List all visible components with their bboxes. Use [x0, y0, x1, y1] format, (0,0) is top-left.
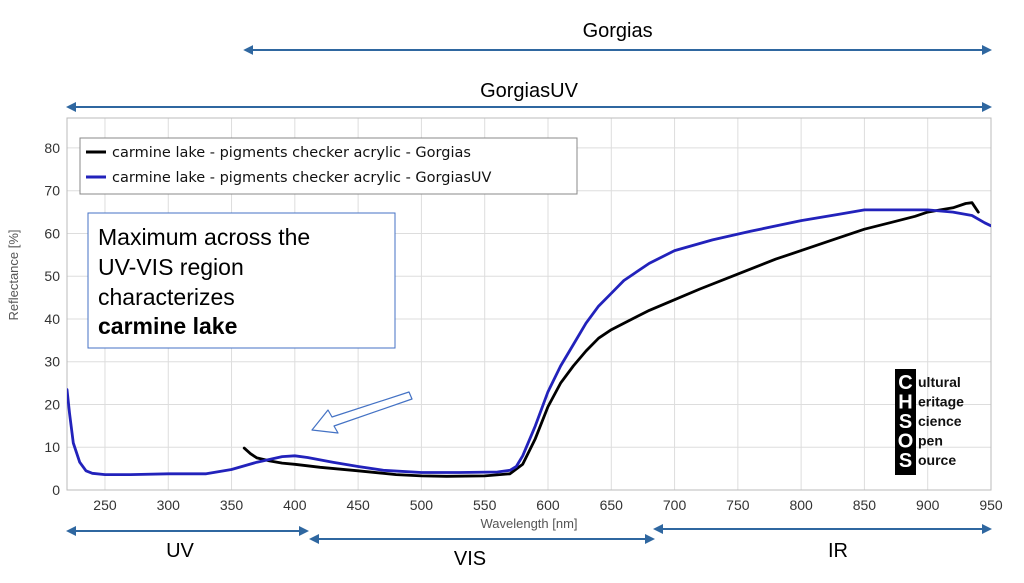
- logo-letter: C: [898, 372, 912, 394]
- logo-letter: H: [898, 392, 912, 414]
- x-tick-label: 900: [916, 497, 940, 513]
- annotation-line-3: characterizes: [98, 284, 235, 310]
- x-tick-label: 750: [726, 497, 750, 513]
- legend-label-gorgiasuv: carmine lake - pigments checker acrylic …: [112, 170, 492, 186]
- y-tick-label: 70: [44, 183, 60, 199]
- plot-frame: [66, 117, 992, 491]
- logo-word: ultural: [918, 374, 961, 390]
- y-tick-label: 40: [44, 311, 60, 327]
- x-tick-label: 650: [600, 497, 624, 513]
- ir-range-label: IR: [828, 540, 848, 562]
- annotation-line-4: carmine lake: [98, 313, 237, 339]
- y-tick-label: 20: [44, 396, 60, 412]
- x-tick-label: 850: [853, 497, 877, 513]
- x-tick-label: 550: [473, 497, 497, 513]
- annotation-pointer-arrow: [311, 391, 413, 434]
- annotation-line-1: Maximum across the: [98, 224, 310, 250]
- y-axis-ticks: 0 10 20 30 40 50 60 70 80: [44, 140, 60, 498]
- uv-range-label: UV: [166, 540, 194, 562]
- series-line-gorgiasuv: [67, 208, 991, 477]
- logo-word: ource: [918, 452, 956, 468]
- x-tick-label: 600: [536, 497, 560, 513]
- y-tick-label: 30: [44, 354, 60, 370]
- x-tick-label: 450: [346, 497, 370, 513]
- x-axis-ticks: 250 300 350 400 450 500 550 600 650 700 750 800 850 9…: [93, 497, 1003, 513]
- logo-letter: O: [898, 431, 914, 453]
- logo-word: eritage: [918, 394, 964, 410]
- annotation-box: [87, 212, 396, 349]
- x-tick-label: 300: [157, 497, 181, 513]
- logo-letter: S: [899, 450, 912, 472]
- x-tick-label: 400: [283, 497, 307, 513]
- x-axis-title: Wavelength [nm]: [480, 516, 577, 531]
- gorgias-range-label: Gorgias: [583, 20, 653, 42]
- legend-box: [79, 137, 578, 195]
- annotation-line-2: UV-VIS region: [98, 254, 244, 280]
- y-axis-title: Reflectance [%]: [6, 229, 21, 320]
- x-tick-label: 800: [789, 497, 813, 513]
- gorgiasuv-range-label: GorgiasUV: [480, 80, 578, 102]
- legend-label-gorgias: carmine lake - pigments checker acrylic …: [112, 145, 471, 161]
- y-tick-label: 50: [44, 268, 60, 284]
- x-tick-label: 250: [93, 497, 117, 513]
- range-arrows: Gorgias GorgiasUV UV VIS IR: [66, 20, 992, 570]
- series-line-gorgias: [242, 201, 980, 478]
- logo-word: cience: [918, 413, 962, 429]
- logo-word: pen: [918, 433, 943, 449]
- x-tick-label: 700: [663, 497, 687, 513]
- y-tick-label: 60: [44, 225, 60, 241]
- y-tick-label: 10: [44, 439, 60, 455]
- y-tick-label: 0: [52, 482, 60, 498]
- y-tick-label: 80: [44, 140, 60, 156]
- logo-letter-bar: [895, 369, 916, 475]
- annotation: Maximum across the UV-VIS region charact…: [87, 212, 413, 434]
- x-tick-label: 950: [979, 497, 1003, 513]
- x-tick-label: 500: [410, 497, 434, 513]
- x-tick-label: 350: [220, 497, 244, 513]
- legend: carmine lake - pigments checker acrylic …: [79, 137, 578, 195]
- logo-letter: S: [899, 411, 912, 433]
- vis-range-label: VIS: [454, 548, 486, 570]
- series-lines: [67, 201, 991, 478]
